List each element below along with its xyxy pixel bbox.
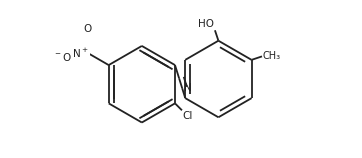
Text: N$^+$: N$^+$	[72, 47, 88, 60]
Text: HO: HO	[198, 19, 214, 29]
Text: $^-$O: $^-$O	[53, 51, 72, 63]
Text: CH₃: CH₃	[263, 51, 281, 61]
Text: Cl: Cl	[183, 111, 193, 121]
Text: N: N	[184, 83, 191, 93]
Text: O: O	[83, 24, 92, 34]
